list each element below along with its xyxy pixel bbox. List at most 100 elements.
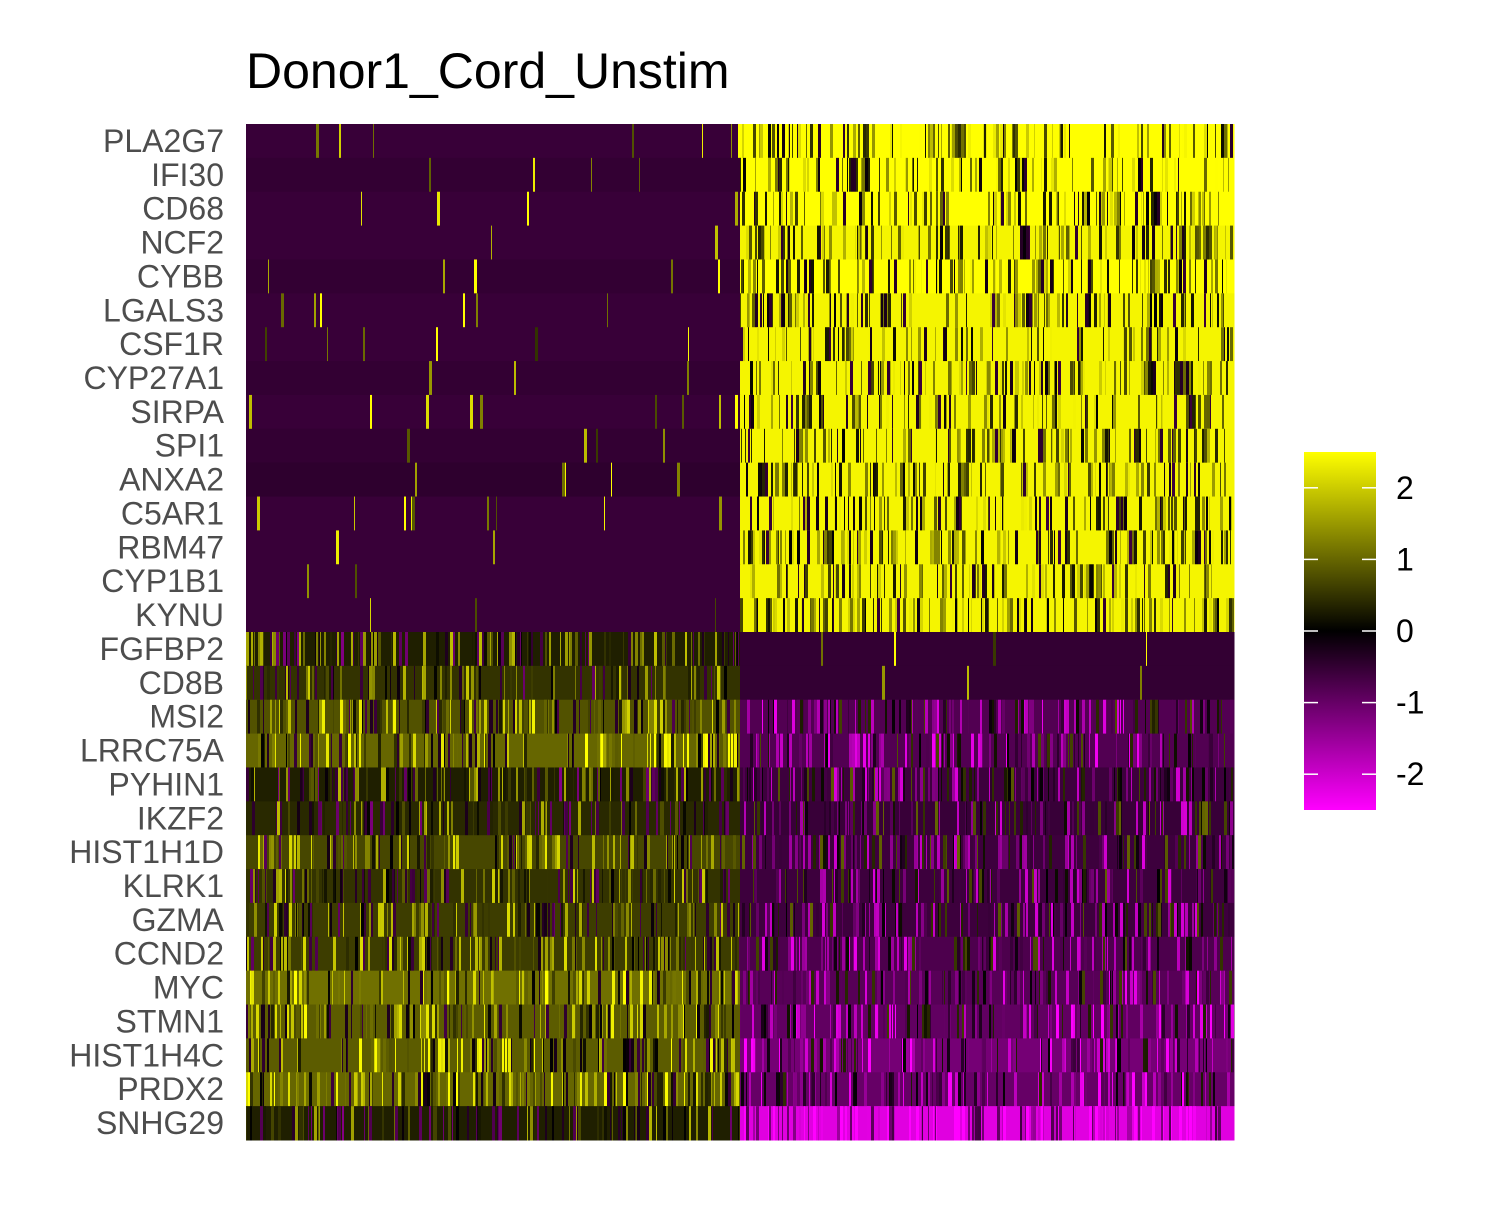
heatmap-cell [1048, 293, 1050, 328]
heatmap-cell [1109, 462, 1110, 498]
heatmap-body [246, 124, 1235, 1141]
heatmap-cell [1089, 869, 1091, 904]
heatmap-cell [510, 665, 512, 701]
heatmap-cell [1032, 564, 1035, 599]
heatmap-cell [309, 936, 312, 972]
heatmap-cell [901, 293, 902, 328]
heatmap-cell [626, 1072, 628, 1107]
heatmap-cell [779, 835, 782, 870]
heatmap-cell [409, 1004, 410, 1039]
heatmap-cell [1120, 361, 1121, 396]
heatmap-cell [1029, 293, 1032, 328]
heatmap-cell [1136, 259, 1138, 294]
heatmap-cell [808, 293, 810, 328]
heatmap-cell [670, 970, 672, 1006]
heatmap-cell [573, 767, 574, 802]
heatmap-cell [1041, 157, 1042, 193]
heatmap-cell [1171, 1004, 1173, 1039]
heatmap-cell [1076, 699, 1079, 735]
heatmap-cell [994, 564, 995, 599]
heatmap-cell [573, 970, 576, 1006]
heatmap-cell [865, 902, 866, 938]
heatmap-cell [364, 733, 366, 768]
heatmap-cell [578, 801, 581, 836]
heatmap-cell [777, 124, 779, 159]
heatmap-cell [552, 699, 554, 735]
heatmap-cell [1091, 157, 1094, 193]
heatmap-cell [311, 869, 312, 904]
heatmap-cell [756, 361, 757, 396]
heatmap-cell [1078, 361, 1080, 396]
heatmap-cell [436, 1106, 437, 1141]
heatmap-cell [529, 869, 530, 904]
heatmap-cell [482, 1038, 484, 1073]
heatmap-cell [857, 733, 860, 768]
heatmap-cell [261, 733, 264, 768]
heatmap-cell [397, 665, 400, 701]
heatmap-cell [583, 1038, 586, 1073]
heatmap-cell [1124, 191, 1125, 227]
heatmap-cell [565, 801, 568, 836]
heatmap-cell [1028, 767, 1031, 802]
heatmap-cell [716, 699, 719, 735]
heatmap-cell [366, 767, 368, 802]
heatmap-cell [1221, 699, 1222, 735]
heatmap-cell [933, 902, 935, 938]
heatmap-cell [1063, 598, 1064, 633]
heatmap-cell [711, 767, 712, 802]
heatmap-cell [1037, 1072, 1038, 1107]
heatmap-cell [826, 259, 829, 294]
heatmap-cell [787, 225, 788, 260]
heatmap-cell [873, 259, 874, 294]
heatmap-cell [889, 936, 890, 972]
heatmap-cell [1171, 902, 1174, 938]
heatmap-cell [820, 191, 821, 227]
heatmap-cell [995, 428, 998, 464]
heatmap-cell [973, 835, 975, 870]
heatmap-cell [286, 767, 288, 802]
heatmap-cell [1065, 496, 1068, 531]
heatmap-cell [708, 1106, 711, 1141]
heatmap-cell [1161, 496, 1163, 531]
heatmap-cell [399, 1004, 402, 1039]
heatmap-cell [498, 869, 499, 904]
heatmap-cell [997, 1106, 1000, 1141]
heatmap-cell [1144, 564, 1145, 599]
heatmap-cell [802, 936, 805, 972]
heatmap-cell [696, 1072, 698, 1107]
heatmap-cell [1180, 361, 1183, 396]
heatmap-cell [1047, 733, 1050, 768]
heatmap-cell [259, 1038, 260, 1073]
heatmap-cell [1150, 157, 1153, 193]
heatmap-cell [302, 869, 304, 904]
heatmap-cell [840, 293, 842, 328]
heatmap-cell [1108, 327, 1110, 362]
heatmap-cell [1191, 293, 1194, 328]
heatmap-cell [667, 1106, 668, 1141]
heatmap-cell [1000, 530, 1001, 565]
heatmap-cell [711, 1072, 712, 1107]
heatmap-cell [431, 801, 433, 836]
heatmap-cell [1157, 496, 1160, 531]
heatmap-cell [753, 1038, 755, 1073]
heatmap-cell [849, 530, 851, 565]
heatmap-cell [701, 1072, 703, 1107]
heatmap-cell [1034, 124, 1035, 159]
heatmap-cell [1046, 496, 1049, 531]
heatmap-cell [1167, 767, 1170, 802]
heatmap-cell [1020, 191, 1021, 227]
heatmap-cell [933, 124, 935, 159]
heatmap-cell [793, 1004, 796, 1039]
heatmap-cell [1136, 835, 1139, 870]
heatmap-cell [936, 428, 937, 464]
heatmap-cell [621, 665, 622, 701]
heatmap-cell [516, 835, 517, 870]
heatmap-cell [1232, 835, 1234, 870]
heatmap-cell [268, 259, 269, 294]
heatmap-cell [946, 191, 949, 227]
heatmap-cell [831, 801, 834, 836]
heatmap-cell [339, 733, 342, 768]
heatmap-cell [830, 293, 831, 328]
heatmap-cell [509, 632, 512, 667]
heatmap-cell [621, 902, 624, 938]
